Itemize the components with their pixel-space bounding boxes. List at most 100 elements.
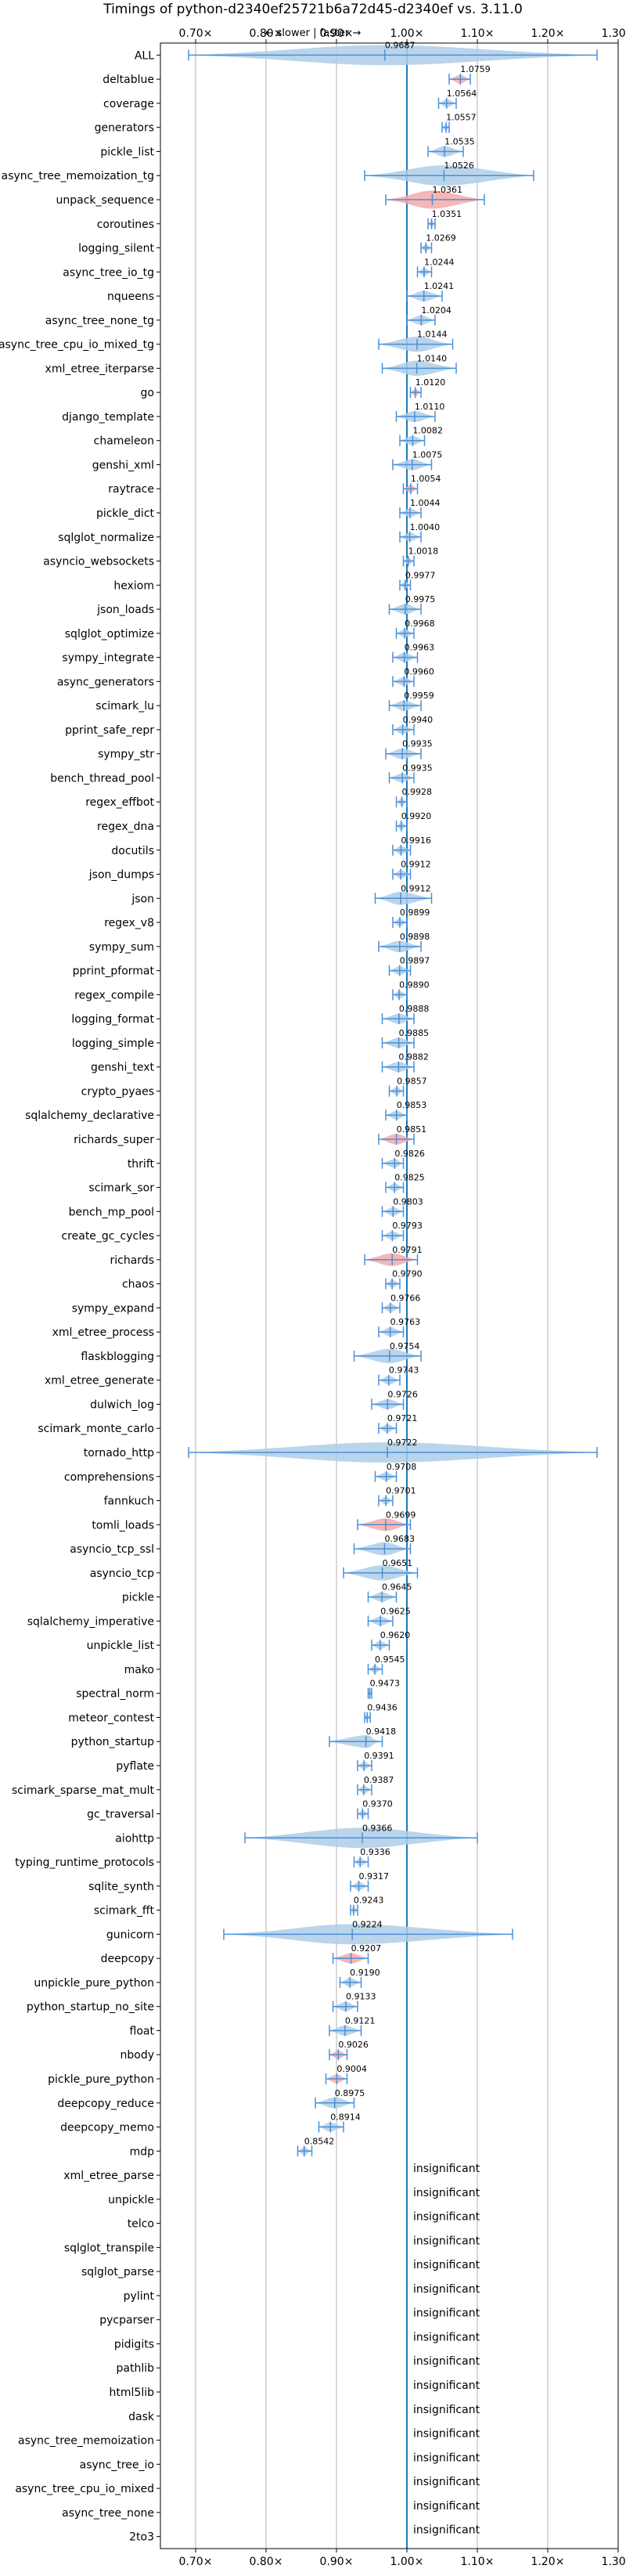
category-label: nqueens: [107, 290, 154, 303]
category-labels: ALL deltablue coverage generators pickle_lis…: [0, 49, 160, 2544]
value-label: 0.9793: [392, 1221, 423, 1231]
value-label: 0.9890: [399, 980, 429, 990]
value-label: 0.9899: [400, 907, 430, 918]
value-label: 1.0361: [432, 185, 462, 195]
value-label: 0.9387: [364, 1775, 394, 1785]
value-label: 0.9121: [345, 2015, 376, 2026]
value-label: 1.0075: [412, 449, 443, 460]
category-label: asyncio_tcp: [90, 1568, 154, 1580]
value-label: 0.9897: [400, 956, 430, 966]
value-label: 0.9935: [402, 763, 433, 773]
value-label: 1.0140: [417, 353, 448, 363]
value-label: 1.0564: [447, 88, 477, 99]
insignificant-label: insignificant: [413, 2259, 480, 2271]
value-label: 0.9959: [404, 691, 434, 701]
value-label: 0.9885: [399, 1028, 430, 1038]
value-label: 0.9701: [386, 1486, 416, 1496]
value-label: 0.9960: [404, 666, 434, 676]
category-label: pycparser: [99, 2314, 154, 2327]
value-label: 0.9699: [386, 1510, 416, 1520]
category-label: 2to3: [129, 2531, 154, 2544]
insignificant-label: insignificant: [413, 2355, 480, 2368]
category-label: fannkuch: [104, 1495, 154, 1508]
insignificant-label: insignificant: [413, 2187, 480, 2199]
value-label: 0.9968: [405, 619, 435, 629]
category-label: html5lib: [110, 2387, 155, 2399]
category-label: mako: [124, 1664, 154, 1676]
category-label: sympy_expand: [72, 1302, 154, 1315]
category-label: async_tree_io: [80, 2459, 154, 2471]
category-label: async_tree_io_tg: [63, 266, 154, 279]
category-label: regex_compile: [74, 989, 154, 1001]
category-label: pylint: [124, 2290, 155, 2303]
value-label: 0.9683: [384, 1534, 414, 1544]
category-label: json_dumps: [88, 869, 154, 882]
category-label: aiohttp: [115, 1832, 154, 1845]
category-label: xml_etree_process: [52, 1326, 154, 1339]
value-label: 1.0082: [412, 426, 443, 436]
category-label: spectral_norm: [76, 1688, 154, 1701]
value-label: 0.9857: [397, 1076, 427, 1086]
value-label: 0.9336: [360, 1847, 390, 1857]
value-label: 0.9975: [405, 594, 436, 604]
value-label: 0.9366: [362, 1823, 393, 1833]
category-label: python_startup_no_site: [27, 2001, 154, 2014]
insignificant-label: insignificant: [413, 2307, 480, 2320]
category-label: coverage: [103, 98, 154, 110]
category-label: sqlalchemy_declarative: [25, 1109, 154, 1122]
value-label: 0.9243: [354, 1896, 384, 1906]
category-label: flaskblogging: [81, 1351, 154, 1363]
value-label: 0.9977: [405, 570, 436, 580]
category-label: scimark_fft: [94, 1905, 155, 1918]
category-label: scimark_lu: [95, 700, 154, 713]
direction-subtitle: ← slower | faster →: [265, 27, 362, 39]
x-tick-label: 1.00×: [390, 2556, 424, 2568]
category-label: tomli_loads: [92, 1519, 154, 1532]
value-label: 1.0110: [415, 402, 445, 412]
x-tick-label: 0.90×: [320, 27, 354, 40]
category-label: unpack_sequence: [56, 194, 154, 207]
x-tick-label: 0.70×: [179, 27, 213, 40]
value-label: 1.0535: [444, 136, 475, 146]
category-label: pickle_pure_python: [48, 2073, 154, 2086]
category-label: async_generators: [57, 676, 154, 688]
category-label: sympy_integrate: [62, 652, 154, 665]
category-label: async_tree_none: [62, 2507, 154, 2520]
x-tick-label: 1.20×: [531, 27, 565, 40]
value-label: 0.8542: [304, 2136, 335, 2146]
value-label: 1.0244: [424, 257, 455, 267]
category-label: json: [131, 893, 154, 905]
category-label: xml_etree_generate: [45, 1375, 154, 1387]
value-label: 0.9418: [366, 1726, 397, 1737]
category-label: scimark_sparse_mat_mult: [12, 1784, 154, 1797]
category-label: regex_dna: [97, 821, 154, 833]
category-label: nbody: [121, 2049, 155, 2062]
value-label: 0.9726: [387, 1389, 417, 1399]
category-label: sqlglot_transpile: [64, 2242, 154, 2254]
category-label: dask: [128, 2411, 155, 2423]
value-label: 1.0018: [408, 547, 439, 557]
value-label: 0.9851: [397, 1124, 426, 1135]
insignificant-label: insignificant: [413, 2235, 480, 2247]
category-label: deepcopy_memo: [60, 2122, 154, 2134]
category-label: genshi_text: [91, 1062, 155, 1074]
value-label: 0.9826: [394, 1149, 424, 1159]
value-label: 1.0040: [410, 522, 441, 532]
plot-frame: [160, 42, 619, 2549]
category-label: float: [130, 2025, 155, 2037]
value-label: 0.9763: [390, 1317, 421, 1327]
insignificant-label: insignificant: [413, 2163, 480, 2175]
insignificant-label: insignificant: [413, 2283, 480, 2296]
value-label: 0.9721: [387, 1413, 418, 1423]
category-label: bench_mp_pool: [69, 1206, 154, 1218]
value-label: 1.0759: [460, 64, 491, 74]
value-label: 0.9928: [402, 787, 433, 797]
value-label: 0.9190: [350, 1968, 380, 1978]
category-label: crypto_pyaes: [81, 1085, 154, 1098]
insignificant-label: insignificant: [413, 2500, 480, 2513]
category-label: ALL: [135, 49, 154, 62]
category-label: genshi_xml: [92, 459, 154, 471]
value-label: 1.0557: [446, 113, 477, 123]
chart-marks: 0.9687 1.0759 1.0564 1.0557 1.0535 1.0526 1.03…: [188, 40, 598, 2537]
value-label: 0.9026: [338, 2040, 369, 2050]
